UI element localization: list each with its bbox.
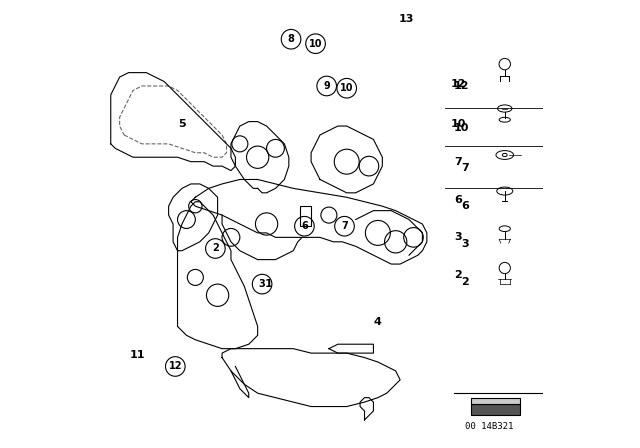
Text: 8: 8 — [287, 34, 294, 44]
Text: 12: 12 — [168, 362, 182, 371]
Text: 7: 7 — [341, 221, 348, 231]
Text: 10: 10 — [308, 39, 323, 49]
Bar — [300, 206, 311, 226]
Text: 00 14B321: 00 14B321 — [465, 422, 513, 431]
Text: 4: 4 — [374, 317, 382, 327]
Text: 6: 6 — [461, 201, 469, 211]
Text: 10: 10 — [340, 83, 353, 93]
Text: 10: 10 — [451, 119, 466, 129]
Text: 7: 7 — [454, 157, 462, 167]
Text: 13: 13 — [399, 14, 415, 24]
Text: 9: 9 — [323, 81, 330, 91]
Text: 12: 12 — [451, 79, 466, 89]
Text: 3: 3 — [259, 279, 266, 289]
Text: 11: 11 — [130, 350, 145, 360]
Text: 5: 5 — [178, 119, 186, 129]
FancyBboxPatch shape — [472, 398, 520, 404]
Text: 2: 2 — [454, 270, 462, 280]
FancyBboxPatch shape — [472, 404, 520, 415]
Text: 3: 3 — [454, 233, 462, 242]
Text: 6: 6 — [454, 194, 462, 205]
Text: 7: 7 — [461, 164, 469, 173]
Text: 12: 12 — [454, 81, 469, 91]
Text: 3: 3 — [461, 239, 469, 249]
Text: 10: 10 — [454, 123, 469, 133]
Text: 1: 1 — [265, 279, 273, 289]
Text: 2: 2 — [461, 277, 469, 287]
Text: 2: 2 — [212, 243, 219, 254]
Text: 6: 6 — [301, 221, 308, 231]
